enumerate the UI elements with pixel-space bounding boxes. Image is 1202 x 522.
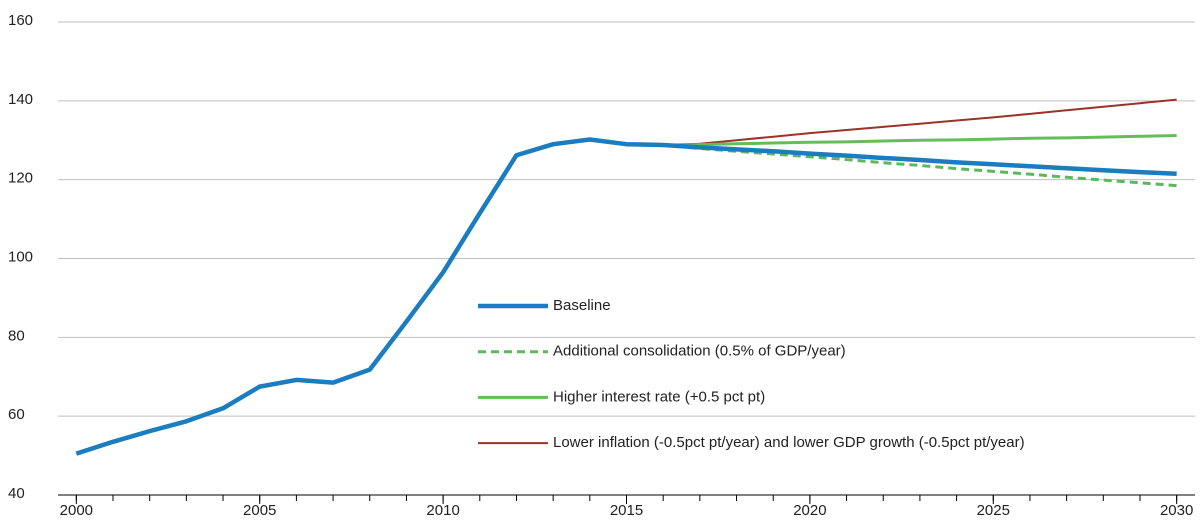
x-tick-label: 2000 [60,502,93,519]
y-tick-label: 60 [8,406,25,423]
y-tick-label: 120 [8,170,33,187]
series-line [663,134,1177,147]
x-tick-label: 2015 [610,502,643,519]
legend-label: Higher interest rate (+0.5 pct pt) [553,388,765,405]
y-tick-label: 140 [8,91,33,108]
y-tick-label: 80 [8,327,25,344]
x-tick-label: 2030 [1160,502,1193,519]
x-tick-label: 2005 [243,502,276,519]
series-line [663,98,1177,146]
x-tick-label: 2020 [793,502,826,519]
legend-label: Lower inflation (-0.5pct pt/year) and lo… [553,434,1025,451]
x-tick-label: 2010 [426,502,459,519]
y-tick-label: 40 [8,485,25,502]
legend-label: Baseline [553,297,611,314]
legend-label: Additional consolidation (0.5% of GDP/ye… [553,343,846,360]
series-line [75,137,1177,456]
x-tick-label: 2025 [977,502,1010,519]
y-tick-label: 160 [8,12,33,29]
y-tick-label: 100 [8,248,33,265]
